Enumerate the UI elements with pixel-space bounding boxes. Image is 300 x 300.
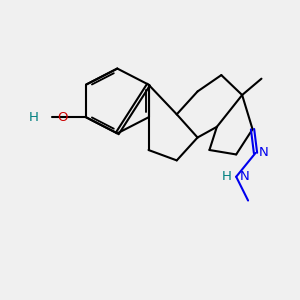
Text: O: O (57, 111, 68, 124)
Text: N: N (259, 146, 269, 160)
Text: N: N (240, 170, 250, 183)
Text: H: H (29, 111, 39, 124)
Text: H: H (222, 170, 232, 183)
